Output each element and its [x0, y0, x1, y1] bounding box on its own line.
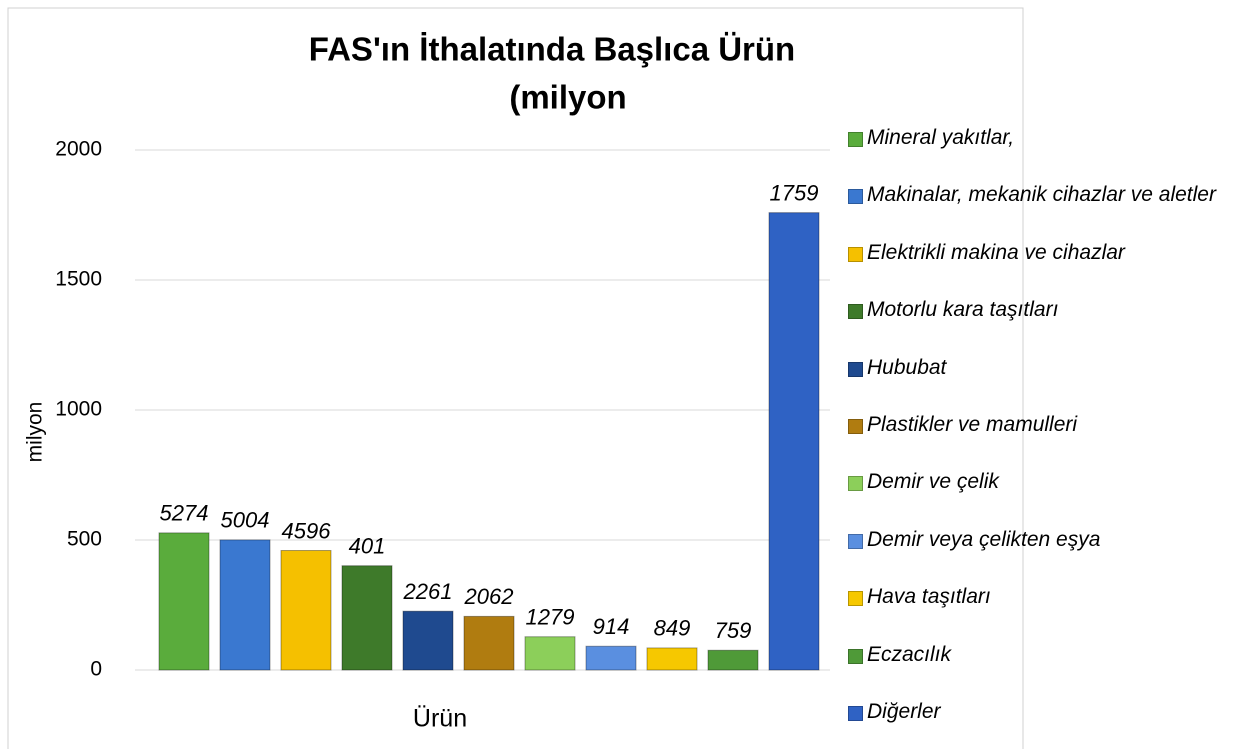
legend-swatch	[848, 246, 863, 262]
legend-item: Makinalar, mekanik cihazlar ve aletler	[848, 183, 1240, 207]
legend-item: Mineral yakıtlar,	[848, 126, 1240, 150]
y-tick-label: 1500	[55, 268, 102, 291]
legend-swatch	[848, 533, 863, 549]
y-tick-label: 2000	[55, 138, 102, 161]
legend-label: Eczacılık	[867, 642, 952, 666]
legend-label: Makinalar, mekanik cihazlar ve aletler	[867, 183, 1216, 207]
legend-item: Plastikler ve mamulleri	[848, 413, 1240, 437]
y-tick-label: 0	[90, 658, 102, 681]
data-label: 2261	[403, 579, 453, 604]
legend-item: Hava taşıtları	[848, 585, 1240, 609]
legend-swatch	[848, 361, 863, 377]
bar	[341, 565, 393, 671]
data-label: 914	[593, 614, 630, 639]
legend-swatch	[848, 648, 863, 664]
data-label: 5004	[221, 508, 270, 533]
legend-item: Diğerler	[848, 700, 1240, 724]
data-label: 4596	[282, 518, 332, 543]
legend-item: Eczacılık	[848, 643, 1240, 667]
legend-label: Mineral yakıtlar,	[867, 126, 1015, 149]
legend-swatch	[848, 418, 863, 434]
legend-label: Demir ve çelik	[867, 470, 999, 494]
bar	[280, 550, 332, 671]
bar	[402, 610, 454, 671]
y-tick-label: 500	[67, 528, 102, 551]
chart-border	[7, 7, 1024, 749]
x-axis-title: Ürün	[413, 705, 467, 733]
bar	[219, 539, 271, 671]
data-label: 1279	[526, 605, 575, 630]
bar	[585, 645, 637, 671]
data-label: 401	[349, 534, 386, 559]
legend-label: Diğerler	[867, 699, 941, 723]
bar	[463, 615, 515, 671]
y-axis-title: milyon	[24, 402, 47, 463]
y-tick-label: 1000	[55, 398, 102, 421]
data-label: 759	[715, 618, 752, 643]
legend-label: Hava taşıtları	[867, 585, 991, 609]
bar	[768, 212, 820, 671]
legend-swatch	[848, 705, 863, 721]
chart-title: (milyon	[509, 79, 626, 116]
legend-label: Demir veya çelikten eşya	[867, 527, 1101, 551]
legend-item: Demir ve çelik	[848, 470, 1240, 494]
legend-label: Hububat	[867, 355, 947, 379]
data-label: 2062	[464, 584, 514, 609]
legend-swatch	[848, 132, 863, 147]
legend-item: Demir veya çelikten eşya	[848, 528, 1240, 552]
legend-label: Motorlu kara taşıtları	[867, 298, 1059, 322]
legend-item: Motorlu kara taşıtları	[848, 298, 1240, 322]
legend-swatch	[848, 189, 863, 205]
legend-swatch	[848, 476, 863, 492]
legend-swatch	[848, 304, 863, 320]
data-label: 849	[654, 616, 691, 641]
legend-item: Hububat	[848, 356, 1240, 380]
legend-label: Elektrikli makina ve cihazlar	[867, 240, 1125, 264]
bar	[158, 532, 210, 671]
bar	[524, 636, 576, 671]
data-label: 1759	[770, 180, 819, 205]
bar	[707, 649, 759, 671]
bar	[646, 647, 698, 671]
legend-item: Elektrikli makina ve cihazlar	[848, 241, 1240, 265]
legend: Mineral yakıtlar, Makinalar, mekanik ciha…	[848, 126, 1240, 724]
legend-label: Plastikler ve mamulleri	[867, 412, 1078, 436]
data-label: 5274	[160, 501, 209, 526]
chart-title: FAS'ın İthalatında Başlıca Ürün	[309, 31, 795, 68]
legend-swatch	[848, 591, 863, 607]
